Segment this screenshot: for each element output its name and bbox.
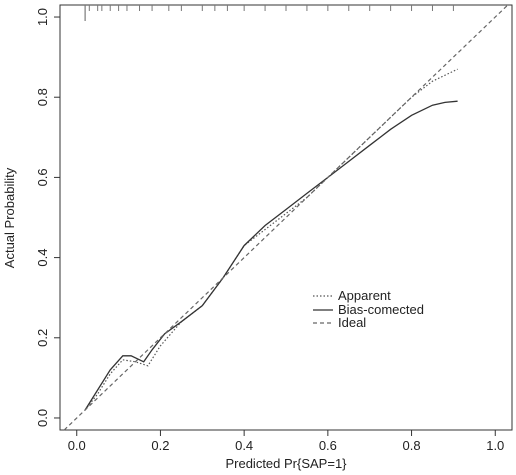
y-tick-label: 0.4 <box>35 249 50 267</box>
series-line-bias-corrected <box>84 100 458 411</box>
x-tick-label: 1.0 <box>486 438 504 453</box>
y-tick-label: 1.0 <box>35 8 50 26</box>
x-tick-label: 0.6 <box>319 438 337 453</box>
legend-label-apparent: Apparent <box>338 288 391 303</box>
y-tick-label: 0.6 <box>35 168 50 186</box>
rug-marks <box>84 5 454 21</box>
y-tick-label: 0.0 <box>35 409 50 427</box>
legend-label-bias-corrected: Bias-comected <box>338 302 424 317</box>
plot-frame <box>59 4 513 431</box>
x-tick-label: 0.2 <box>151 438 169 453</box>
y-tick-label: 0.8 <box>35 88 50 106</box>
y-axis: 0.0 0.2 0.4 0.6 0.8 1.0 <box>35 8 60 427</box>
y-axis-title: Actual Probability <box>2 167 17 268</box>
x-axis-title: Predicted Pr{SAP=1} <box>225 456 347 471</box>
series-line-apparent <box>84 68 458 411</box>
legend: Apparent Bias-comected Ideal <box>313 288 424 330</box>
legend-label-ideal: Ideal <box>338 315 366 330</box>
series-lines <box>63 4 509 431</box>
x-axis: 0.0 0.2 0.4 0.6 0.8 1.0 <box>68 430 504 453</box>
y-tick-label: 0.2 <box>35 329 50 347</box>
x-tick-label: 0.0 <box>68 438 86 453</box>
series-line-ideal <box>63 4 509 431</box>
x-tick-label: 0.8 <box>403 438 421 453</box>
x-tick-label: 0.4 <box>235 438 253 453</box>
